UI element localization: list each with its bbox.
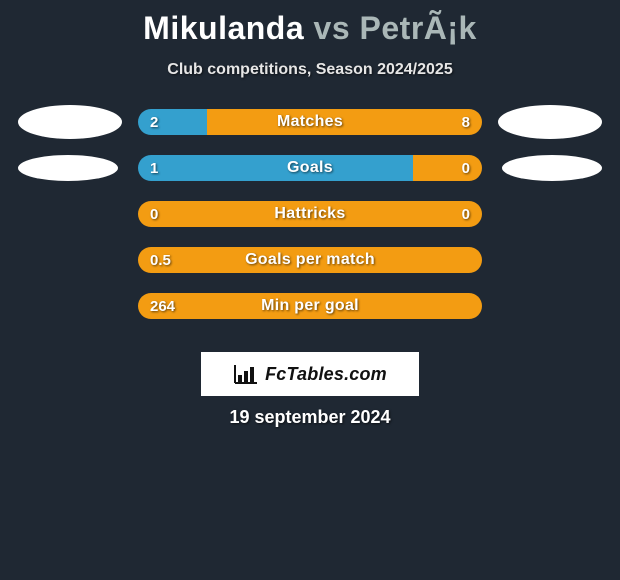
stat-row-matches: 2 8 Matches [0, 109, 620, 135]
stat-bar-goals-per-match: 0.5 Goals per match [138, 247, 482, 273]
stat-label: Goals [138, 155, 482, 181]
page-title: Mikulanda vs PetrÃ¡k [0, 0, 620, 47]
player2-avatar [498, 105, 602, 139]
player1-avatar-small [18, 155, 118, 181]
brand-box: FcTables.com [201, 352, 419, 396]
player2-avatar-small [502, 155, 602, 181]
stat-label: Matches [138, 109, 482, 135]
stat-row-goals-per-match: 0.5 Goals per match [0, 247, 620, 273]
stat-row-min-per-goal: 264 Min per goal [0, 293, 620, 319]
stat-bar-hattricks: 0 0 Hattricks [138, 201, 482, 227]
stat-bar-goals: 1 0 Goals [138, 155, 482, 181]
stat-bar-min-per-goal: 264 Min per goal [138, 293, 482, 319]
title-vs: vs [314, 10, 351, 46]
stat-bar-matches: 2 8 Matches [138, 109, 482, 135]
stat-label: Goals per match [138, 247, 482, 273]
stat-label: Min per goal [138, 293, 482, 319]
stats-container: 2 8 Matches 1 0 Goals 0 0 Hattricks [0, 109, 620, 319]
subtitle: Club competitions, Season 2024/2025 [0, 61, 620, 79]
bar-chart-icon [233, 363, 259, 385]
player1-avatar [18, 105, 122, 139]
stat-label: Hattricks [138, 201, 482, 227]
player1-name: Mikulanda [143, 10, 304, 46]
date-label: 19 september 2024 [0, 407, 620, 428]
stat-row-goals: 1 0 Goals [0, 155, 620, 181]
stat-row-hattricks: 0 0 Hattricks [0, 201, 620, 227]
player2-name: PetrÃ¡k [360, 10, 477, 46]
brand-text: FcTables.com [265, 364, 387, 385]
